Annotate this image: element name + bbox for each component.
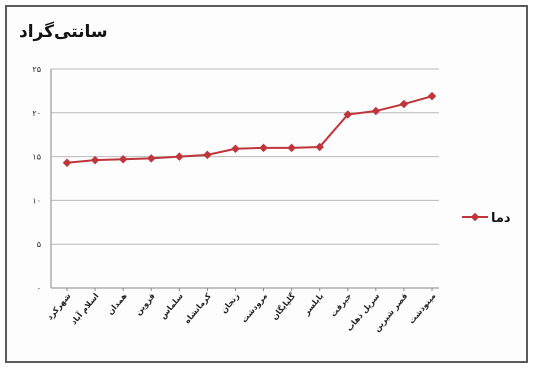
data-point bbox=[371, 106, 381, 116]
legend: دما bbox=[462, 211, 511, 226]
data-point bbox=[203, 150, 212, 160]
data-point bbox=[146, 154, 156, 163]
x-category-label: کرمانشاه bbox=[183, 291, 214, 325]
x-category-label: گلپایگان bbox=[269, 291, 297, 322]
legend-label: دما bbox=[491, 211, 511, 226]
y-axis-ticks: ۰ ۵ ۱۰ ۱۵ ۲۰ ۲۵ bbox=[32, 65, 41, 293]
x-category-label: زنجان bbox=[219, 291, 241, 315]
data-point bbox=[259, 143, 268, 153]
chart-title: سانتی‌گراد bbox=[19, 21, 108, 42]
legend-swatch-marker bbox=[470, 212, 480, 222]
x-category-label: بابلسر bbox=[301, 292, 325, 318]
data-point bbox=[175, 152, 184, 161]
data-point bbox=[62, 158, 72, 167]
data-point bbox=[118, 154, 128, 164]
x-category-label: شهرکرد bbox=[45, 291, 72, 321]
series-line-dama bbox=[66, 95, 433, 164]
x-category-label: سلماس bbox=[158, 291, 185, 321]
x-category-label: جیرفت bbox=[329, 291, 354, 318]
data-point bbox=[231, 144, 240, 153]
x-category-label: اسلام آباد bbox=[68, 291, 100, 327]
y-tick-label: ۲۵ bbox=[32, 65, 41, 74]
data-point bbox=[343, 110, 353, 119]
grid-lines bbox=[50, 68, 439, 289]
x-category-label: مرودشت bbox=[239, 291, 269, 324]
x-category-label: مینودشت bbox=[407, 291, 438, 325]
data-point bbox=[287, 143, 296, 153]
data-point bbox=[315, 142, 324, 152]
y-tick-label: ۲۰ bbox=[32, 109, 41, 118]
y-tick-label: ۵ bbox=[37, 240, 41, 249]
x-category-label: همدان bbox=[106, 291, 129, 316]
data-point bbox=[399, 99, 409, 109]
y-tick-label: ۱۰ bbox=[32, 196, 41, 205]
data-point bbox=[90, 155, 100, 165]
data-point bbox=[427, 91, 437, 101]
chart-frame: سانتی‌گراد ۰ ۵ ۱۰ ۱۵ ۲۰ ۲۵ شهرکرد اسلام آباد هم… bbox=[5, 5, 528, 363]
y-tick-label: ۱۵ bbox=[32, 153, 41, 162]
series-points bbox=[62, 91, 437, 167]
y-tick-label: ۰ bbox=[37, 284, 41, 293]
x-category-label: قزوین bbox=[134, 292, 157, 317]
